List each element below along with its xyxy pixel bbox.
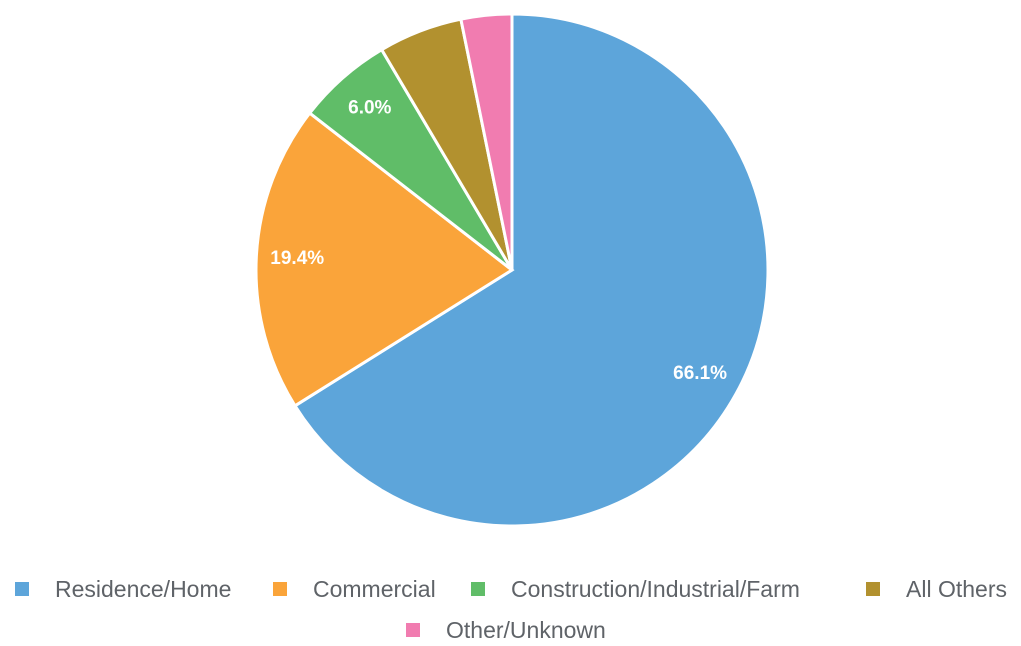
pie-slice [254,110,515,408]
legend-label: Residence/Home [55,576,231,602]
legend-swatch [15,582,29,596]
data-label: 19.4% [270,248,324,269]
legend-label: Other/Unknown [446,617,606,643]
legend-swatch [406,623,420,637]
legend-swatch [273,582,287,596]
data-label: 66.1% [673,363,727,384]
pie-slice [292,12,770,528]
legend-swatch [471,582,485,596]
pie-slice [459,12,514,271]
legend-label: All Others [906,576,1007,602]
data-label: 6.0% [348,98,391,119]
legend-label: Construction/Industrial/Farm [511,576,800,602]
legend-label: Commercial [313,576,436,602]
legend-swatch [866,582,880,596]
